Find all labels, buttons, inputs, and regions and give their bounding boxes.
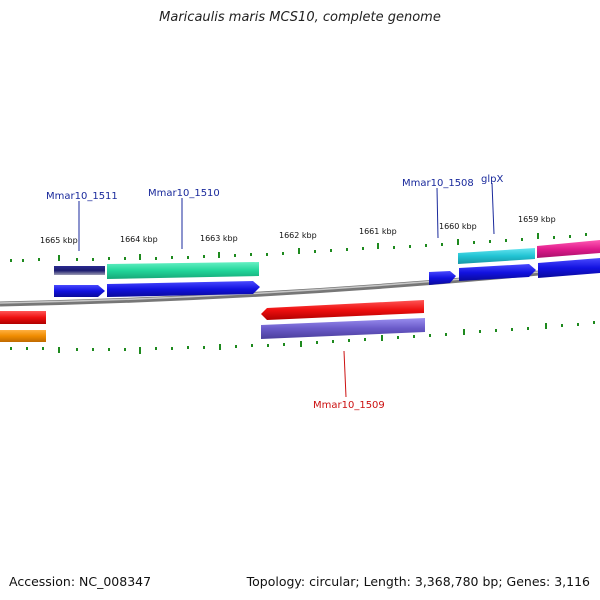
- leader-mmar10-1509: [343, 350, 347, 398]
- tick-label-1665: 1665 kbp: [40, 236, 78, 245]
- feature-teal-block[interactable]: [107, 262, 259, 279]
- tick-label-1664: 1664 kbp: [120, 235, 158, 244]
- gene-label-glpx[interactable]: glpX: [481, 174, 503, 185]
- cds-arrow-forward-5[interactable]: [538, 258, 600, 278]
- genome-info-label: Topology: circular; Length: 3,368,780 bp…: [246, 574, 590, 589]
- feature-purple-block[interactable]: [261, 318, 425, 339]
- cds-arrow-forward-1[interactable]: [54, 285, 105, 297]
- cds-arrow-reverse-left[interactable]: [0, 311, 46, 324]
- gene-label-mmar10-1510[interactable]: Mmar10_1510: [148, 188, 220, 199]
- gene-label-mmar10-1508[interactable]: Mmar10_1508: [402, 178, 474, 189]
- tick-label-1661: 1661 kbp: [359, 227, 397, 236]
- tick-label-1663: 1663 kbp: [200, 234, 238, 243]
- leader-mmar10-1508: [436, 187, 439, 239]
- feature-orange-block[interactable]: [0, 330, 46, 342]
- gene-label-mmar10-1509[interactable]: Mmar10_1509: [313, 400, 385, 411]
- cds-arrow-forward-2[interactable]: [107, 281, 260, 297]
- gene-label-mmar10-1511[interactable]: Mmar10_1511: [46, 191, 118, 202]
- leader-glpx: [491, 182, 495, 235]
- tick-label-1660: 1660 kbp: [439, 222, 477, 231]
- feature-magenta-block[interactable]: [537, 240, 600, 258]
- feature-navy-block[interactable]: [54, 266, 105, 275]
- feature-cyan-block[interactable]: [458, 248, 535, 264]
- accession-label: Accession: NC_008347: [9, 574, 152, 589]
- tick-label-1659: 1659 kbp: [518, 215, 556, 224]
- cds-arrow-forward-3[interactable]: [429, 271, 456, 285]
- upper-tick-ruler: [10, 233, 587, 262]
- cds-arrow-reverse-mmar10-1509[interactable]: [261, 300, 424, 320]
- tick-label-1662: 1662 kbp: [279, 231, 317, 240]
- cds-arrow-forward-4[interactable]: [459, 264, 536, 281]
- lower-tick-ruler: [10, 321, 595, 354]
- map-title: Maricaulis maris MCS10, complete genome: [159, 10, 441, 25]
